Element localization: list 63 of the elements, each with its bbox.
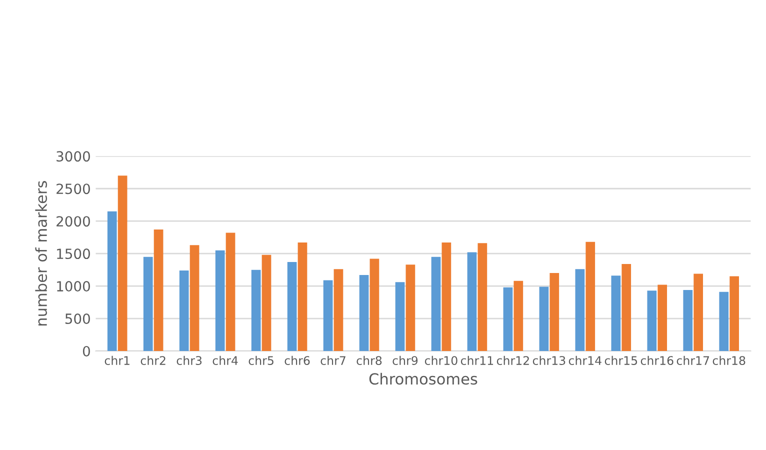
bar (251, 270, 261, 351)
y-tick-label: 500 (65, 313, 90, 324)
bar (503, 287, 513, 351)
bar (323, 280, 333, 351)
bar (334, 269, 344, 351)
bar (298, 242, 308, 351)
x-tick-label: chr5 (248, 356, 274, 365)
bar (287, 262, 297, 351)
bar (179, 270, 189, 351)
x-tick-label: chr16 (640, 356, 674, 365)
bar (719, 292, 729, 351)
bar (215, 250, 225, 351)
bar (107, 211, 117, 351)
x-tick-label: chr18 (712, 356, 746, 365)
bar (586, 242, 596, 351)
x-tick-label: chr13 (532, 356, 566, 365)
bar (395, 282, 405, 351)
x-axis-title: Chromosomes (369, 372, 478, 385)
y-tick-label: 3000 (56, 151, 90, 162)
x-tick-label: chr11 (460, 356, 494, 365)
bar (442, 242, 452, 351)
y-tick-label: 1000 (57, 281, 90, 292)
bar (262, 254, 272, 351)
bar (658, 284, 668, 351)
bar (622, 264, 632, 351)
x-tick-label: chr6 (284, 356, 310, 365)
bar (683, 290, 693, 351)
x-tick-label: chr12 (496, 356, 529, 365)
bar (647, 290, 657, 351)
bar (370, 258, 380, 351)
bar (190, 245, 200, 351)
x-tick-label: chr8 (356, 356, 382, 365)
x-tick-label: chr4 (212, 356, 238, 365)
x-tick-label: chr9 (392, 356, 418, 365)
y-tick-label: 1500 (57, 248, 90, 260)
bar (406, 264, 416, 351)
bar (478, 243, 488, 351)
bar (431, 256, 441, 351)
bar (226, 232, 236, 351)
bar (575, 269, 585, 351)
y-tick-label: 2500 (56, 184, 90, 194)
x-tick-label: chr1 (104, 356, 130, 365)
y-tick-label: 2000 (56, 216, 90, 227)
x-tick-label: chr10 (424, 356, 458, 365)
y-tick-label: 0 (82, 346, 90, 356)
bar (611, 276, 621, 351)
bar (514, 280, 524, 351)
x-tick-label: chr15 (604, 356, 638, 365)
x-tick-label: chr2 (140, 356, 166, 365)
x-tick-label: chr7 (320, 356, 346, 365)
bar (143, 256, 153, 351)
bar (730, 276, 739, 351)
y-axis-title: number of markers (35, 181, 48, 326)
bar (539, 286, 549, 351)
bar (154, 230, 164, 351)
x-tick-label: chr17 (676, 356, 710, 365)
bar (694, 274, 703, 351)
bar (467, 252, 477, 351)
bar (118, 176, 128, 351)
x-tick-label: chr3 (176, 356, 202, 365)
x-tick-label: chr14 (568, 356, 602, 365)
bar (550, 273, 560, 351)
bar (359, 275, 369, 351)
